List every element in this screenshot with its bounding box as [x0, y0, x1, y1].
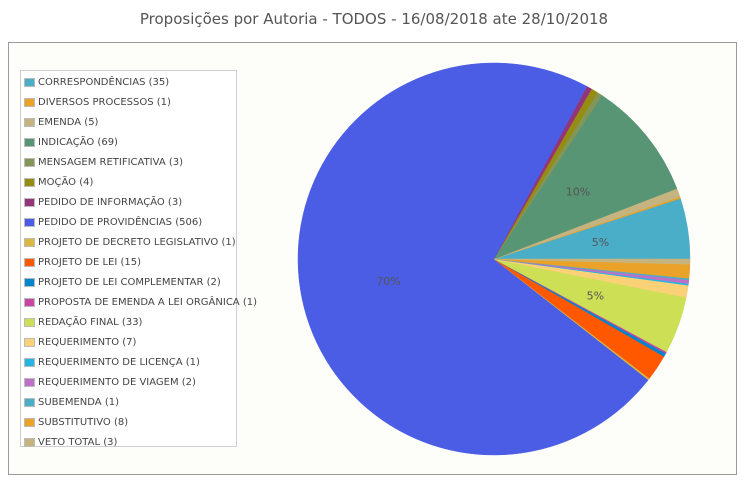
chart-legend: CORRESPONDÊNCIAS (35) DIVERSOS PROCESSOS …	[20, 70, 257, 448]
pie-data-label: 5%	[592, 236, 609, 249]
legend-item: REQUERIMENTO DE LICENÇA (1)	[21, 352, 236, 372]
legend-item: SUBEMENDA (1)	[21, 392, 236, 412]
legend-label: INDICAÇÃO (69)	[38, 136, 118, 148]
legend-item: PROPOSTA DE EMENDA A LEI ORGÂNICA (1)	[21, 292, 257, 312]
legend-item: SUBSTITUTIVO (8)	[21, 412, 236, 432]
legend-item: PROJETO DE LEI COMPLEMENTAR (2)	[21, 272, 236, 292]
legend-label: PROPOSTA DE EMENDA A LEI ORGÂNICA (1)	[38, 296, 257, 308]
legend-label: DIVERSOS PROCESSOS (1)	[38, 96, 171, 108]
legend-item: MOÇÃO (4)	[21, 172, 236, 192]
legend-label: SUBSTITUTIVO (8)	[38, 416, 129, 428]
legend-swatch	[24, 237, 35, 247]
pie-data-label: 5%	[587, 290, 604, 303]
legend-item: MENSAGEM RETIFICATIVA (3)	[21, 152, 236, 172]
legend-swatch	[24, 77, 35, 87]
legend-swatch	[24, 197, 35, 207]
legend-item: PROJETO DE DECRETO LEGISLATIVO (1)	[21, 232, 236, 252]
legend-swatch	[24, 297, 35, 307]
legend-label: PROJETO DE DECRETO LEGISLATIVO (1)	[38, 236, 236, 248]
legend-swatch	[24, 277, 35, 287]
legend-label: REQUERIMENTO (7)	[38, 336, 137, 348]
legend-label: PROJETO DE LEI COMPLEMENTAR (2)	[38, 276, 221, 288]
legend-item: DIVERSOS PROCESSOS (1)	[21, 92, 236, 112]
legend-swatch	[24, 177, 35, 187]
legend-swatch	[24, 377, 35, 387]
legend-swatch	[24, 317, 35, 327]
legend-swatch	[24, 337, 35, 347]
legend-swatch	[24, 157, 35, 167]
legend-label: VETO TOTAL (3)	[38, 436, 118, 448]
pie-slice[interactable]	[297, 62, 649, 456]
legend-swatch	[24, 397, 35, 407]
legend-label: REQUERIMENTO DE VIAGEM (2)	[38, 376, 196, 388]
legend-label: REDAÇÃO FINAL (33)	[38, 316, 143, 328]
legend-item: EMENDA (5)	[21, 112, 236, 132]
legend-item: PEDIDO DE INFORMAÇÃO (3)	[21, 192, 236, 212]
legend-label: PEDIDO DE INFORMAÇÃO (3)	[38, 196, 183, 208]
legend-swatch	[24, 257, 35, 267]
pie-slice[interactable]	[493, 95, 678, 260]
legend-swatch	[24, 97, 35, 107]
legend-swatch	[24, 137, 35, 147]
pie-data-label: 70%	[376, 275, 400, 288]
legend-label: MENSAGEM RETIFICATIVA (3)	[38, 156, 184, 168]
pie-data-label: 10%	[566, 185, 590, 198]
legend-label: PROJETO DE LEI (15)	[38, 256, 142, 268]
legend-label: CORRESPONDÊNCIAS (35)	[38, 76, 170, 88]
legend-label: REQUERIMENTO DE LICENÇA (1)	[38, 356, 200, 368]
legend-item: PROJETO DE LEI (15)	[21, 252, 236, 272]
legend-label: PEDIDO DE PROVIDÊNCIAS (506)	[38, 216, 203, 228]
legend-label: EMENDA (5)	[38, 116, 99, 128]
legend-swatch	[24, 357, 35, 367]
chart-title: Proposições por Autoria - TODOS - 16/08/…	[139, 10, 609, 28]
legend-item: INDICAÇÃO (69)	[21, 132, 236, 152]
legend-item: REQUERIMENTO DE VIAGEM (2)	[21, 372, 236, 392]
pie-slice[interactable]	[493, 258, 691, 265]
legend-label: SUBEMENDA (1)	[38, 396, 119, 408]
legend-swatch	[24, 417, 35, 427]
legend-swatch	[24, 437, 35, 447]
legend-item: REQUERIMENTO (7)	[21, 332, 236, 352]
legend-item: REDAÇÃO FINAL (33)	[21, 312, 236, 332]
legend-item: PEDIDO DE PROVIDÊNCIAS (506)	[21, 212, 236, 232]
legend-label: MOÇÃO (4)	[38, 176, 94, 188]
legend-swatch	[24, 217, 35, 227]
legend-swatch	[24, 117, 35, 127]
legend-item: CORRESPONDÊNCIAS (35)	[21, 72, 236, 92]
legend-item: VETO TOTAL (3)	[21, 432, 236, 452]
